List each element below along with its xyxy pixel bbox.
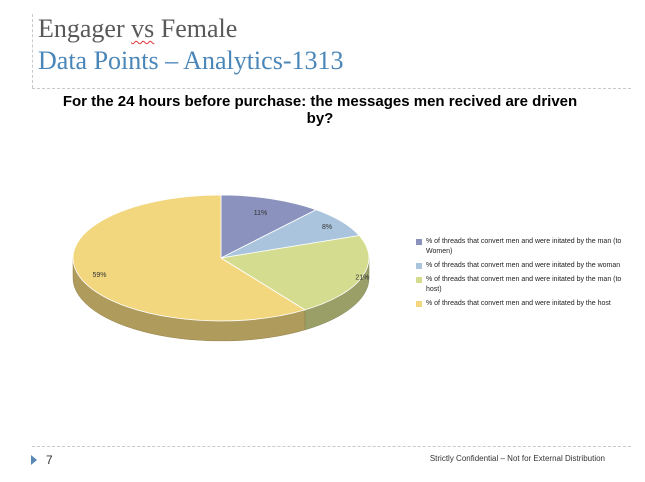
page-marker-icon — [31, 455, 37, 465]
legend-swatch — [416, 263, 422, 269]
footer-divider — [32, 446, 631, 447]
pie-value-label-3: 59% — [92, 272, 106, 279]
title-divider — [32, 88, 631, 89]
legend-item-man-to-women: % of threads that convert men and were i… — [416, 237, 626, 257]
legend-label: % of threads that convert men and were i… — [426, 276, 622, 293]
legend-label: % of threads that convert men and were i… — [426, 300, 611, 307]
legend-item-host: % of threads that convert men and were i… — [416, 299, 626, 309]
slide-subtitle: Data Points – Analytics-1313 — [38, 46, 344, 75]
pie-value-label-1: 8% — [322, 224, 332, 231]
legend-swatch — [416, 301, 422, 307]
legend-swatch — [416, 277, 422, 283]
pie-value-labels: 11% 8% 21% 59% — [92, 210, 369, 282]
pie-slice-2 — [219, 235, 370, 311]
legend-item-woman: % of threads that convert men and were i… — [416, 261, 626, 271]
pie-value-label-0: 11% — [254, 210, 268, 217]
slide-title: Engager vs Female — [38, 14, 238, 43]
pie-top-faces — [72, 194, 370, 322]
legend-item-man-to-host: % of threads that convert men and were i… — [416, 275, 626, 295]
chart-legend: % of threads that convert men and were i… — [416, 237, 626, 313]
legend-swatch — [416, 239, 422, 245]
pie-value-label-2: 21% — [355, 275, 369, 282]
page-number: 7 — [46, 453, 53, 467]
pie-slice-3 — [72, 194, 306, 322]
chart-title: For the 24 hours before purchase: the me… — [62, 93, 578, 127]
title-side-rule — [32, 14, 33, 88]
confidentiality-notice: Strictly Confidential – Not for External… — [429, 454, 605, 463]
pie-slice-0 — [220, 194, 318, 259]
legend-label: % of threads that convert men and were i… — [426, 262, 621, 269]
legend-label: % of threads that convert men and were i… — [426, 238, 622, 255]
